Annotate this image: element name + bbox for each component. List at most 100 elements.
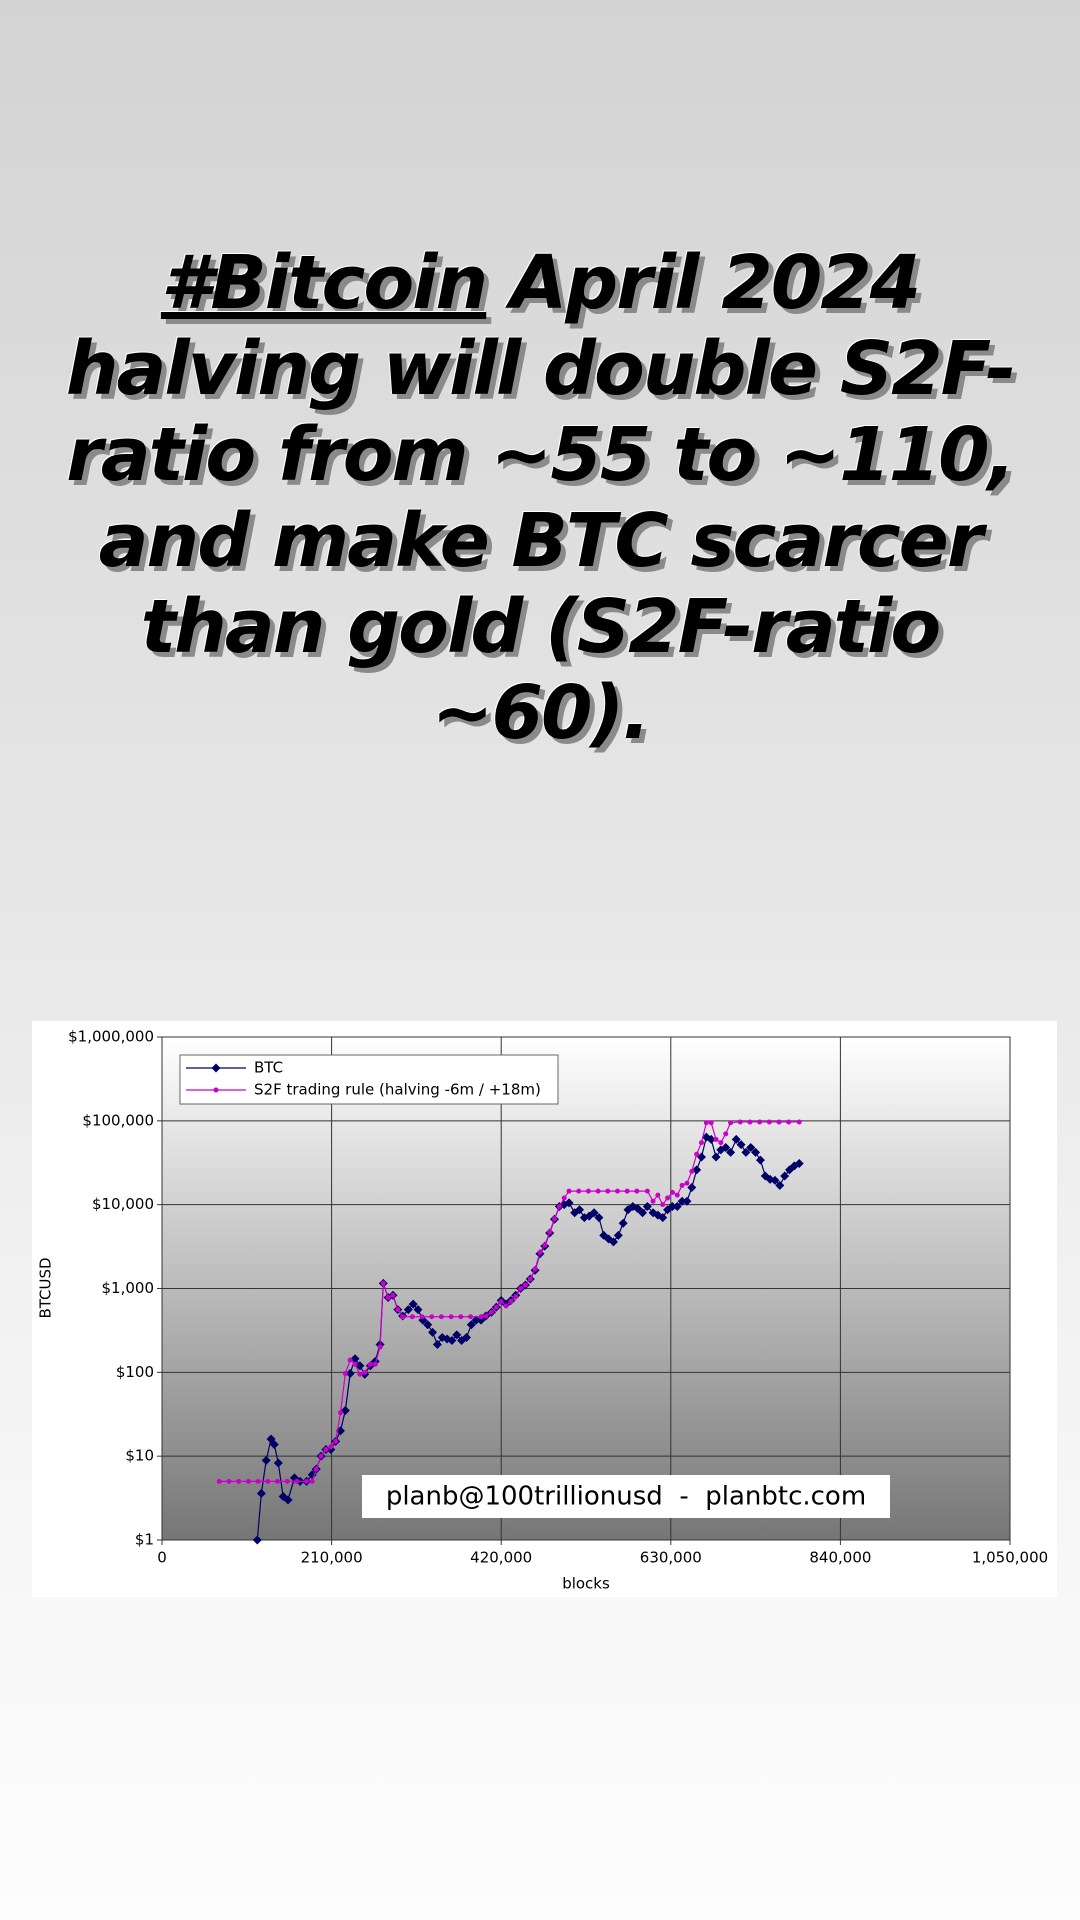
y-tick-label: $10 [125,1447,154,1465]
data-point [547,1229,553,1235]
data-point [623,1205,633,1215]
data-point [618,1218,628,1228]
y-tick-label: $1,000,000 [68,1028,154,1046]
data-point [689,1168,695,1174]
data-point [269,1439,279,1449]
data-point [736,1140,746,1150]
data-point [786,1119,792,1125]
data-point [667,1202,677,1212]
y-tick-label: $1,000 [102,1279,155,1297]
data-point [694,1151,700,1157]
data-point [561,1195,567,1201]
data-point [380,1280,386,1286]
data-point [265,1478,271,1484]
data-point [674,1192,680,1198]
data-point [650,1198,656,1204]
data-point [634,1188,640,1194]
headline: #Bitcoin April 2024 halving will double … [40,240,1040,756]
data-point [403,1305,413,1315]
data-point [377,1344,383,1350]
data-point [608,1237,618,1247]
data-point [594,1213,604,1223]
data-point [672,1202,682,1212]
data-point [648,1208,658,1218]
data-point [723,1131,729,1137]
data-point [669,1189,675,1195]
chart: BTCUSD blocks $1 $10 $100 $1,000 $10,000 $100… [32,1021,1057,1597]
data-point [274,1478,280,1484]
data-point [731,1134,741,1144]
data-point [347,1357,353,1363]
data-point [751,1147,761,1157]
data-point [644,1188,650,1194]
hashtag-link[interactable]: #Bitcoin [160,240,488,326]
data-point [255,1478,261,1484]
data-point [466,1320,476,1330]
x-tick-label: 630,000 [640,1549,702,1567]
data-point [476,1315,486,1325]
data-point [796,1119,802,1125]
data-point [703,1120,709,1126]
data-point [498,1298,504,1304]
data-point [706,1134,716,1144]
data-point [283,1495,293,1505]
data-point [785,1165,795,1175]
data-point [527,1276,533,1282]
data-point [226,1478,232,1484]
data-point [395,1307,401,1313]
x-tick-label: 210,000 [301,1549,363,1567]
y-tick-label: $100 [116,1363,154,1381]
data-point [605,1188,611,1194]
data-point [273,1458,283,1468]
data-point [489,1309,495,1315]
data-point [684,1180,690,1186]
data-point [367,1361,373,1367]
data-point [345,1368,355,1378]
data-point [337,1410,343,1416]
data-point [595,1188,601,1194]
legend-label: S2F trading rule (halving -6m / +18m) [254,1081,541,1099]
data-point [575,1205,585,1215]
series-line [219,1121,800,1483]
data-point [448,1314,454,1320]
data-point [245,1478,251,1484]
data-point [665,1195,671,1201]
data-point [236,1478,242,1484]
data-point [755,1155,765,1165]
data-point [408,1299,418,1309]
data-point [687,1183,697,1193]
data-point [584,1211,594,1221]
data-point [419,1314,425,1320]
data-point [342,1370,348,1376]
data-point [452,1330,462,1340]
data-point [589,1208,599,1218]
data-point [252,1535,262,1545]
data-point [532,1266,538,1272]
data-point [385,1295,391,1301]
legend: BTC S2F trading rule (halving -6m / +18m) [179,1054,559,1105]
data-point [522,1282,528,1288]
data-point [458,1314,464,1320]
data-point [775,1180,785,1190]
data-point [429,1314,435,1320]
x-tick-label: 0 [157,1549,167,1567]
data-point [556,1204,562,1210]
data-point [326,1445,336,1455]
data-point [542,1242,548,1248]
data-point [757,1119,763,1125]
data-point [413,1305,423,1315]
data-point [518,1286,524,1291]
data-point [340,1406,350,1416]
data-point [624,1188,630,1194]
data-point [352,1361,358,1367]
data-point [711,1152,721,1162]
legend-box [179,1054,559,1105]
data-point [483,1313,489,1319]
data-point [432,1339,442,1349]
data-point [461,1333,471,1343]
data-point [770,1175,780,1185]
x-axis-label: blocks [562,1575,610,1593]
data-point [537,1249,543,1255]
x-tick-label: 420,000 [470,1549,532,1567]
